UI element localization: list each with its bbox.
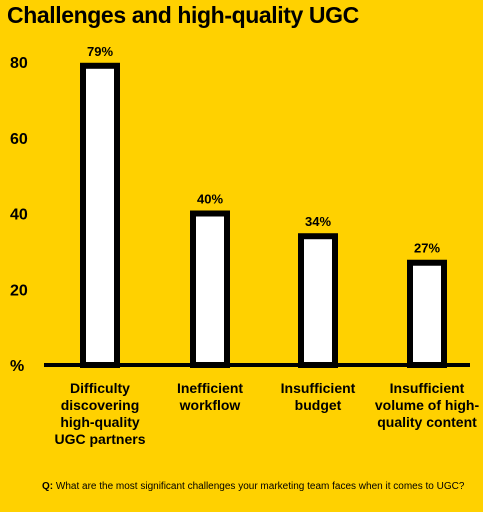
y-tick-label: 80	[10, 55, 28, 72]
category-label: Difficulty discovering high-quality UGC …	[54, 380, 146, 447]
category-label: Inefficient workflow	[176, 380, 244, 413]
data-label: 34%	[305, 214, 331, 229]
y-tick-label: %	[10, 358, 24, 375]
category-label: Insufficient budget	[280, 380, 356, 413]
bar	[298, 233, 338, 368]
category-label: Insufficient volume of high-quality cont…	[374, 380, 480, 430]
bar	[407, 259, 447, 368]
footnote: Q: What are the most significant challen…	[42, 481, 472, 493]
y-tick-label: 60	[10, 131, 28, 148]
data-label: 27%	[414, 241, 440, 256]
y-tick-label: 40	[10, 207, 28, 224]
chart-title: Challenges and high-quality UGC	[7, 2, 359, 28]
bar	[190, 210, 230, 368]
bar	[80, 62, 120, 368]
y-tick-label: 20	[10, 282, 28, 299]
data-label: 40%	[197, 192, 223, 207]
footnote-prefix: Q:	[42, 481, 54, 492]
footnote-text: What are the most significant challenges…	[53, 481, 465, 492]
data-label: 79%	[87, 44, 113, 59]
